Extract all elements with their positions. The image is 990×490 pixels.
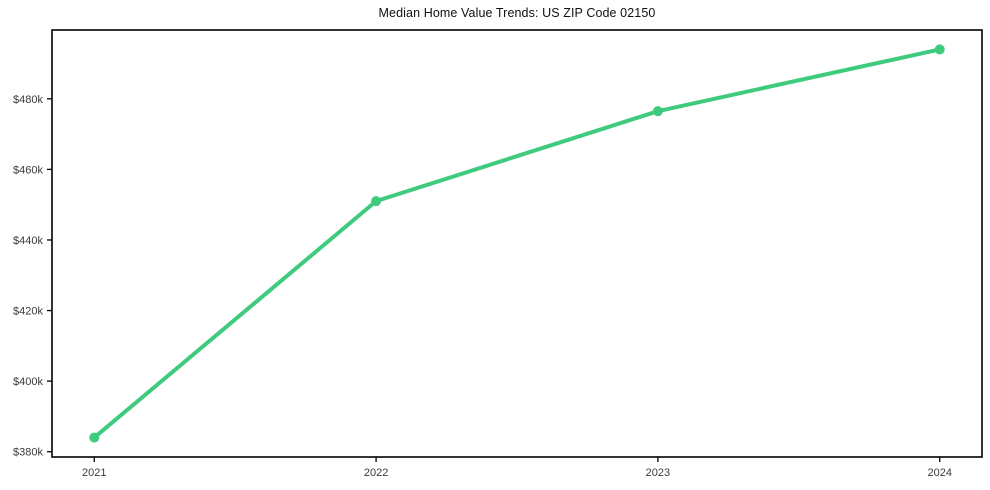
y-tick-label: $480k [13,94,43,106]
plot-frame [51,29,983,458]
x-tick-label: 2023 [646,467,670,479]
x-tick-label: 2022 [364,467,388,479]
data-point-2022 [371,196,382,207]
y-tick-label: $440k [13,235,43,247]
data-point-2021 [89,432,100,443]
y-tick-label: $400k [13,376,43,388]
x-tick-label: 2021 [82,467,106,479]
y-tick-label: $380k [13,447,43,459]
trend-line [92,47,942,440]
chart-title: Median Home Value Trends: US ZIP Code 02… [378,6,656,20]
y-tick-label: $460k [13,164,43,176]
data-point-2024 [934,44,945,55]
x-tick-label: 2024 [927,467,951,479]
data-point-2023 [652,106,663,117]
y-tick-label: $420k [13,306,43,318]
